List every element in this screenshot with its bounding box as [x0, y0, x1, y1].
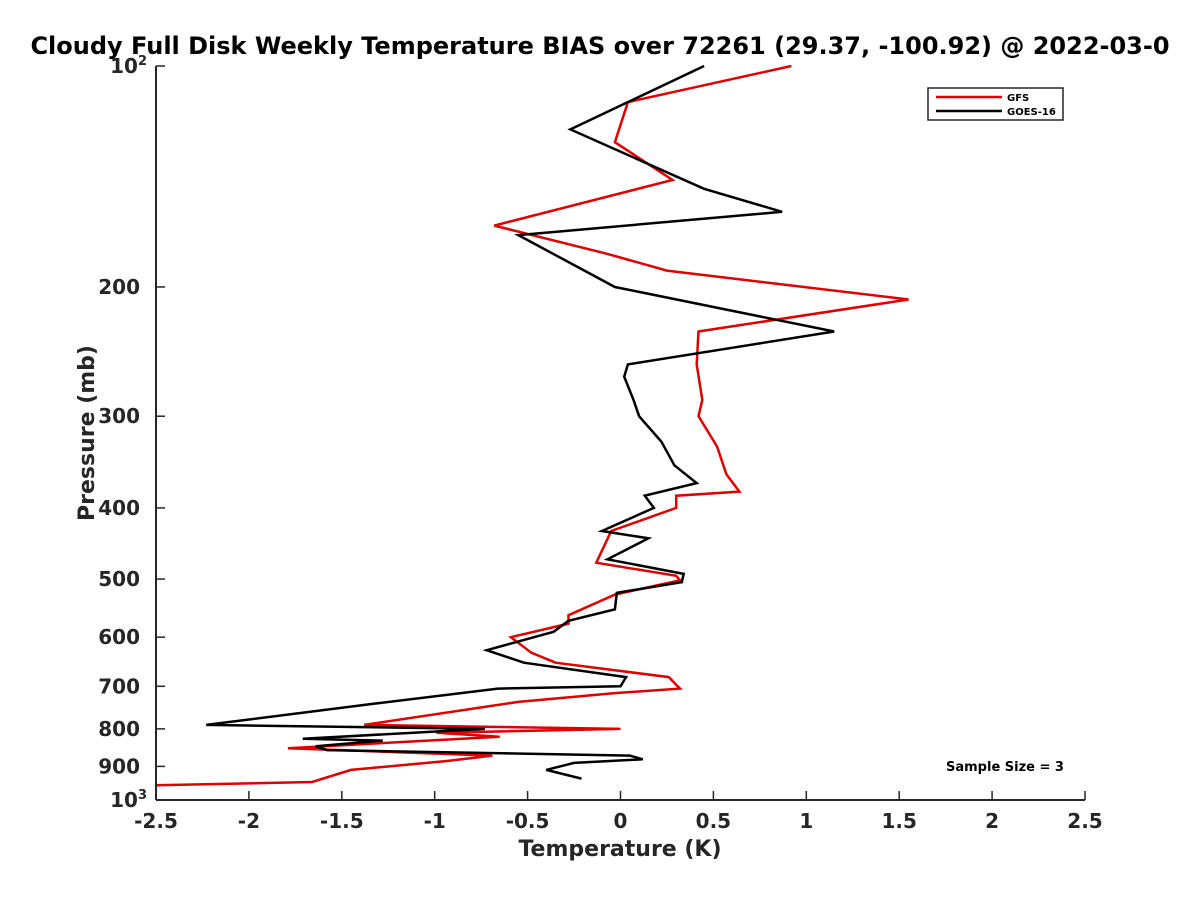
y-tick-label: 300 [98, 404, 140, 428]
y-tick-label: 900 [98, 754, 140, 778]
y-tick-label: 700 [98, 674, 140, 698]
y-axis-label: Pressure (mb) [75, 345, 100, 521]
x-tick-label: 0.5 [696, 809, 731, 833]
x-tick-label: -2.5 [134, 809, 178, 833]
x-tick-label: -0.5 [506, 809, 550, 833]
legend-label-goes16: GOES-16 [1007, 107, 1056, 118]
y-tick-label: 103 [110, 788, 147, 812]
legend-label-gfs: GFS [1007, 93, 1029, 104]
x-tick-label: 2.5 [1067, 809, 1102, 833]
x-tick-label: 0 [614, 809, 628, 833]
y-tick-label: 600 [98, 625, 140, 649]
series-layer [155, 64, 909, 787]
x-tick-label: 2 [985, 809, 999, 833]
chart-title: Cloudy Full Disk Weekly Temperature BIAS… [30, 32, 1169, 60]
x-ticks: -2.5 -2 -1.5 -1 -0.5 0 0.5 1 1.5 2 2.5 [134, 791, 1103, 833]
sample-size-annotation: Sample Size = 3 [946, 760, 1064, 775]
y-tick-label: 400 [98, 496, 140, 520]
x-tick-label: -2 [238, 809, 260, 833]
y-tick-label: 200 [98, 275, 140, 299]
y-tick-label: 500 [98, 567, 140, 591]
series-line-gfs [155, 64, 909, 787]
legend: GFS GOES-16 [927, 87, 1064, 121]
plot-area [156, 66, 1085, 800]
x-tick-label: 1.5 [881, 809, 916, 833]
series-line-goes16 [206, 64, 835, 780]
plot-background [156, 66, 1085, 800]
legend-box [927, 87, 1064, 121]
y-ticks: 102 200 300 400 500 600 700 800 900 103 [98, 54, 165, 812]
x-tick-label: -1 [424, 809, 446, 833]
y-tick-label: 800 [98, 717, 140, 741]
x-axis-label: Temperature (K) [518, 837, 721, 862]
x-tick-label: 1 [799, 809, 813, 833]
x-tick-label: -1.5 [320, 809, 364, 833]
y-tick-label: 102 [110, 54, 147, 78]
